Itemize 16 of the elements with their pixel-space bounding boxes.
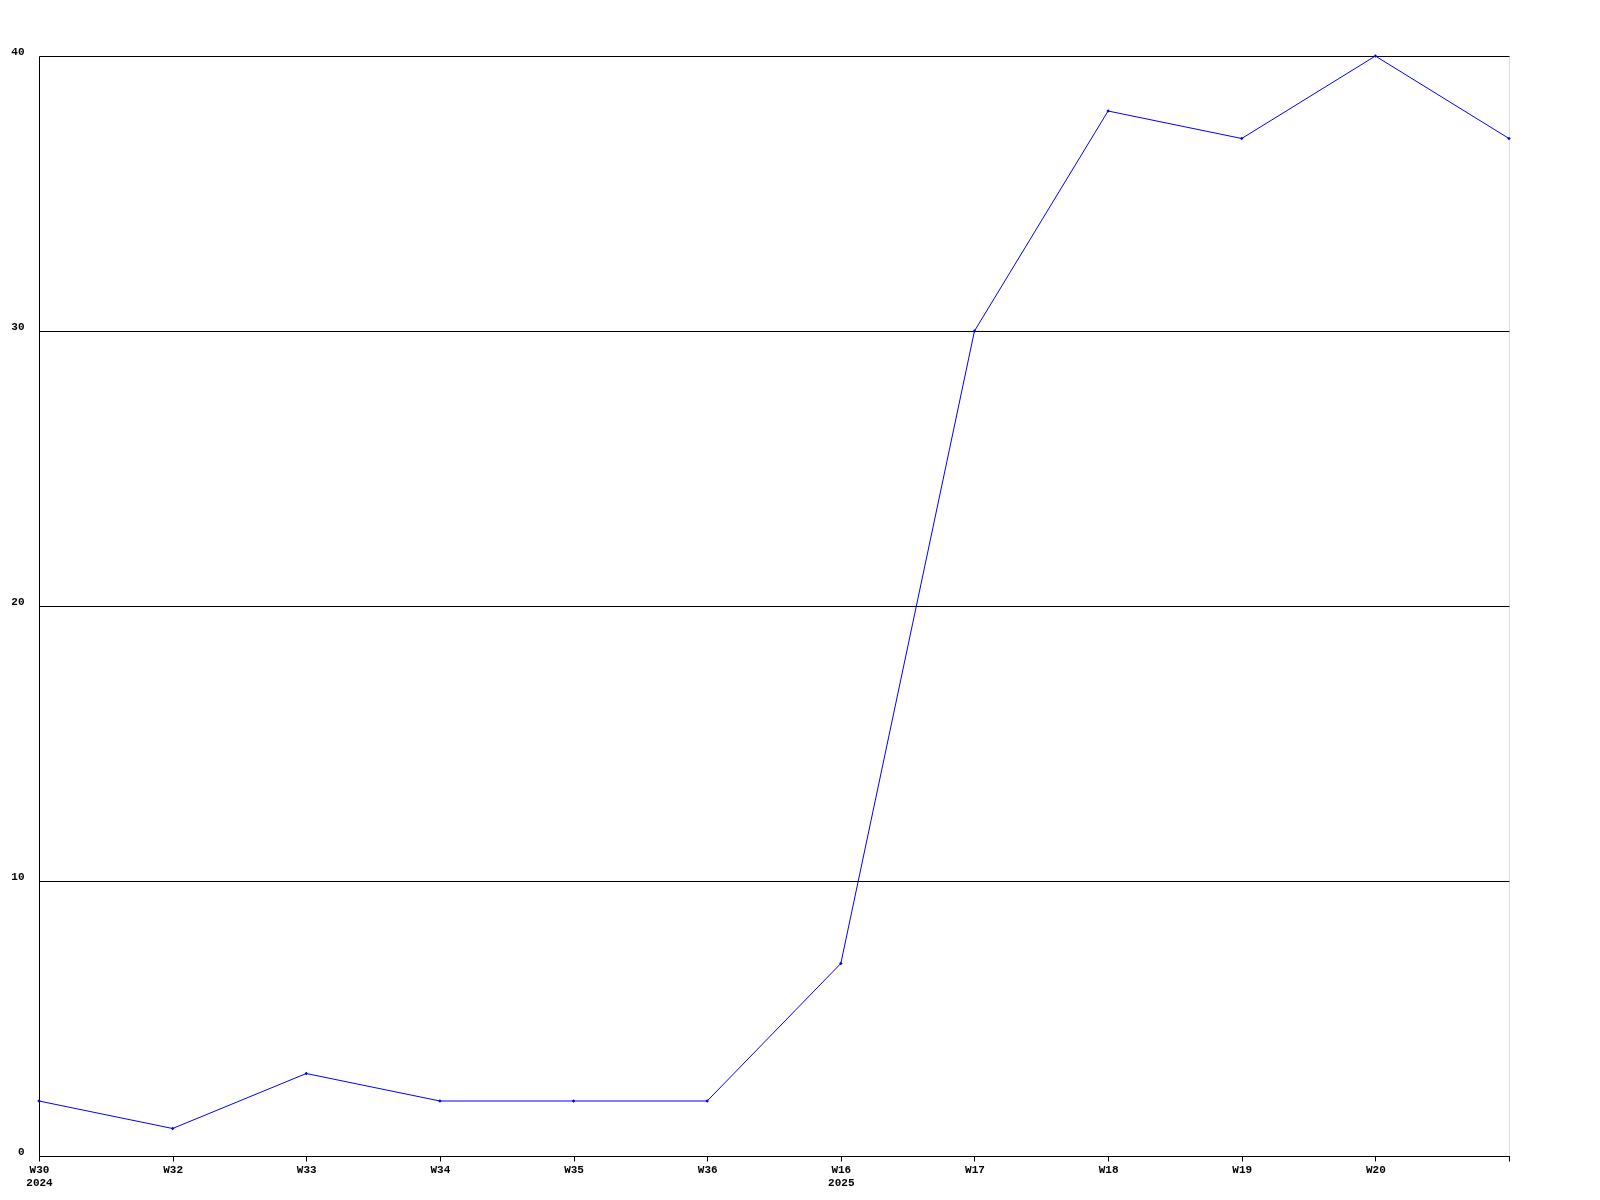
x-tick-label: W32 <box>163 1163 184 1176</box>
x-tick-label: W20 <box>1365 1163 1386 1176</box>
x-tick-label: W16 2025 <box>828 1163 855 1189</box>
x-tick-label: W30 2024 <box>26 1163 54 1189</box>
y-tick-label: 0 <box>17 1145 25 1158</box>
x-tick-label: W33 <box>296 1163 318 1176</box>
x-tick-label: W18 <box>1098 1163 1119 1176</box>
x-tick-label: W19 <box>1232 1163 1253 1176</box>
x-tick-label: W34 <box>430 1163 451 1176</box>
x-tick-label: W17 <box>965 1163 985 1176</box>
y-tick-label: 20 <box>11 595 25 608</box>
y-tick-label: 30 <box>11 320 25 333</box>
x-tick-label: W36 <box>697 1163 718 1176</box>
y-tick-label: 10 <box>11 870 25 883</box>
y-tick-label: 40 <box>11 45 25 58</box>
x-tick-label: W35 <box>564 1163 585 1176</box>
